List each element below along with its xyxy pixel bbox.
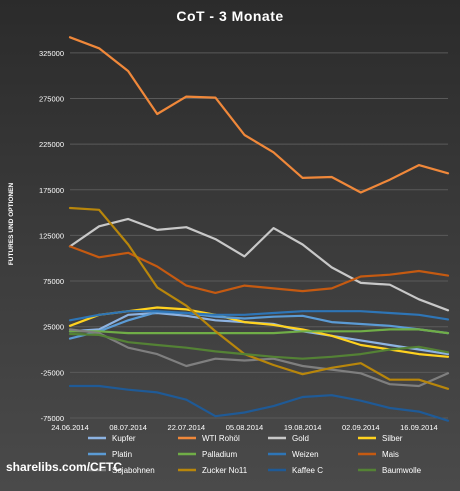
legend-label: Zucker No11 (202, 466, 248, 475)
y-tick-label: -25000 (41, 368, 64, 377)
legend-label: Sojabohnen (112, 466, 155, 475)
series-line-weizen (68, 310, 450, 322)
x-tick-label: 05.08.2014 (226, 423, 264, 432)
legend-label: Palladium (202, 450, 237, 459)
y-tick-label: 125000 (39, 231, 64, 240)
source-label: sharelibs.com/CFTC (6, 460, 123, 474)
legend-label: Kaffee C (292, 466, 323, 475)
chart-title: CoT - 3 Monate (176, 8, 284, 24)
y-tick-label: 25000 (43, 323, 64, 332)
legend-label: Mais (382, 450, 399, 459)
series-line-wti-roh-l (68, 36, 450, 194)
x-tick-label: 19.08.2014 (284, 423, 322, 432)
series-line-platin (68, 311, 450, 340)
x-tick-label: 24.06.2014 (51, 423, 89, 432)
legend-label: Gold (292, 434, 309, 443)
x-tick-label: 08.07.2014 (109, 423, 147, 432)
legend-label: Kupfer (112, 434, 136, 443)
y-tick-label: 75000 (43, 277, 64, 286)
x-tick-label: 02.09.2014 (342, 423, 380, 432)
series-line-palladium (68, 328, 450, 335)
series-line-kaffee-c (68, 384, 450, 422)
legend-label: Silber (382, 434, 403, 443)
legend-label: WTI Rohöl (202, 434, 240, 443)
legend-label: Baumwolle (382, 466, 422, 475)
y-tick-label: 325000 (39, 49, 64, 58)
series-line-gold (68, 217, 450, 312)
y-tick-label: -75000 (41, 414, 64, 423)
x-tick-label: 16.09.2014 (400, 423, 438, 432)
series-line-mais (68, 245, 450, 294)
legend-label: Platin (112, 450, 132, 459)
y-tick-label: 275000 (39, 94, 64, 103)
y-tick-label: 175000 (39, 186, 64, 195)
x-tick-label: 22.07.2014 (168, 423, 206, 432)
legend-label: Weizen (292, 450, 319, 459)
series-line-zucker-no11 (68, 206, 450, 390)
series-line-baumwolle (68, 332, 450, 360)
y-axis-title: FUTURES UND OPTIONEN (8, 183, 15, 266)
y-tick-label: 225000 (39, 140, 64, 149)
series-line-sojabohnen (68, 328, 450, 388)
